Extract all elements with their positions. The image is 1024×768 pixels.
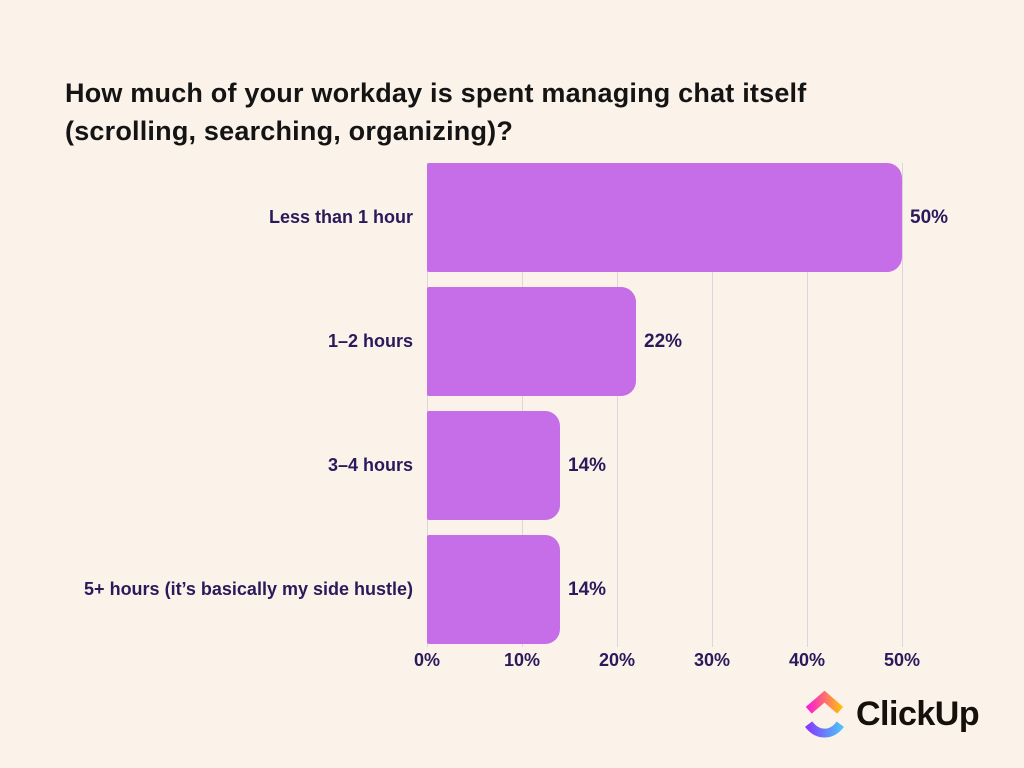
bar: [427, 287, 636, 396]
gridline: [427, 163, 428, 647]
bar-chart: Less than 1 hour 50% 1–2 hours 22% 3–4 h…: [0, 163, 1024, 659]
gridline: [522, 163, 523, 647]
category-label: 3–4 hours: [327, 455, 413, 475]
gridline: [807, 163, 808, 647]
bar: [427, 411, 560, 520]
value-label: 22%: [644, 330, 683, 352]
category-label: 1–2 hours: [327, 331, 413, 351]
x-axis: 0% 10% 20% 30% 40% 50%: [414, 650, 947, 674]
page-title-line-1: How much of your workday is spent managi…: [65, 78, 807, 108]
bar-row: 5+ hours (it’s basically my side hustle)…: [0, 535, 1024, 644]
bar-row: 3–4 hours 14%: [0, 411, 1024, 520]
gridline: [902, 163, 903, 647]
x-axis-tick-label: 10%: [503, 650, 541, 670]
x-axis-tick-label: 0%: [413, 650, 441, 670]
gridline: [617, 163, 618, 647]
bar-row: 1–2 hours 22%: [0, 287, 1024, 396]
x-axis-tick-label: 20%: [598, 650, 636, 670]
x-axis-tick-label: 40%: [788, 650, 826, 670]
gridline: [712, 163, 713, 647]
page-title-line-2: (scrolling, searching, organizing)?: [65, 116, 514, 146]
bar: [427, 163, 902, 272]
x-axis-tick-label: 30%: [693, 650, 731, 670]
bar-row: Less than 1 hour 50%: [0, 163, 1024, 272]
bar: [427, 535, 560, 644]
clickup-logo: ClickUp: [804, 691, 980, 738]
clickup-logo-text: ClickUp: [856, 695, 980, 733]
value-label: 50%: [910, 206, 949, 228]
category-label: 5+ hours (it’s basically my side hustle): [84, 579, 413, 599]
category-label: Less than 1 hour: [268, 207, 413, 227]
value-label: 14%: [568, 578, 607, 600]
x-axis-tick-label: 50%: [883, 650, 921, 670]
gridlines: [427, 163, 947, 647]
clickup-logo-icon: [805, 691, 844, 738]
page-title: How much of your workday is spent managi…: [65, 74, 925, 150]
value-label: 14%: [568, 454, 607, 476]
